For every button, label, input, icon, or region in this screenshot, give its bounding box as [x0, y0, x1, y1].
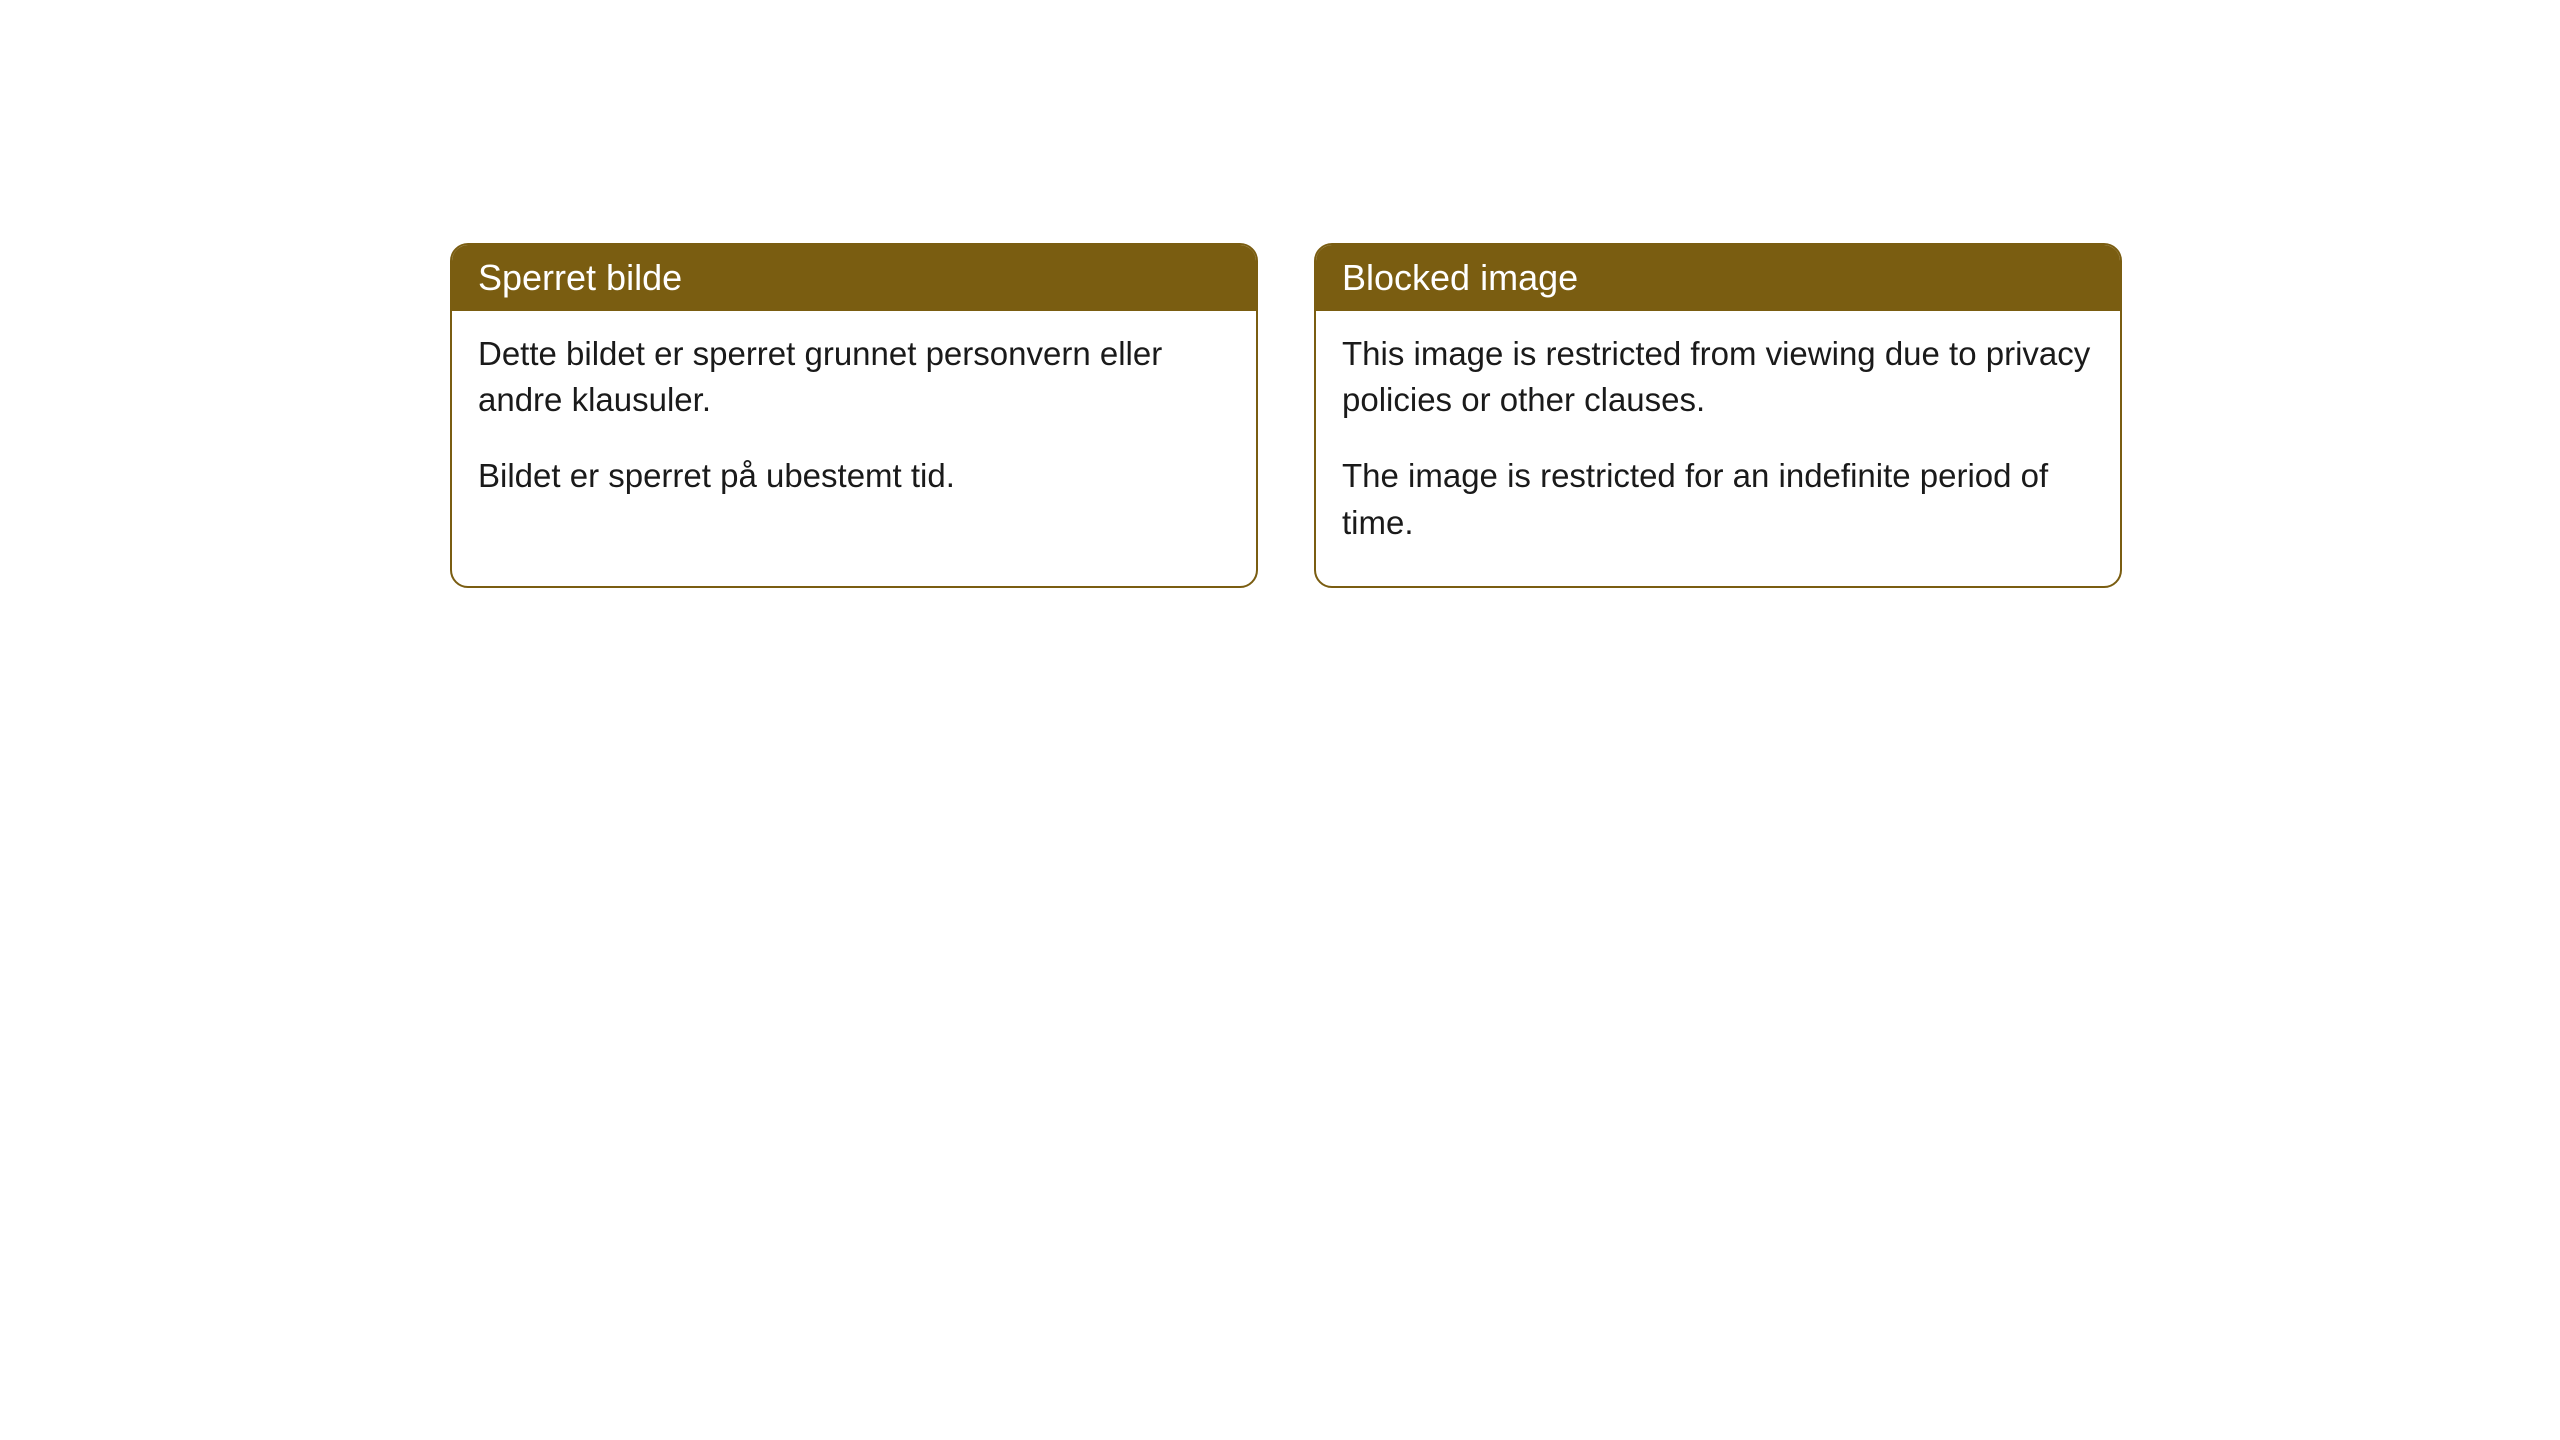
card-paragraph-1-norwegian: Dette bildet er sperret grunnet personve…: [478, 331, 1230, 423]
card-norwegian: Sperret bilde Dette bildet er sperret gr…: [450, 243, 1258, 588]
card-header-norwegian: Sperret bilde: [452, 245, 1256, 311]
card-english: Blocked image This image is restricted f…: [1314, 243, 2122, 588]
card-paragraph-2-english: The image is restricted for an indefinit…: [1342, 453, 2094, 545]
card-body-english: This image is restricted from viewing du…: [1316, 311, 2120, 586]
card-header-english: Blocked image: [1316, 245, 2120, 311]
card-paragraph-2-norwegian: Bildet er sperret på ubestemt tid.: [478, 453, 1230, 499]
card-body-norwegian: Dette bildet er sperret grunnet personve…: [452, 311, 1256, 540]
card-paragraph-1-english: This image is restricted from viewing du…: [1342, 331, 2094, 423]
cards-container: Sperret bilde Dette bildet er sperret gr…: [450, 243, 2122, 588]
